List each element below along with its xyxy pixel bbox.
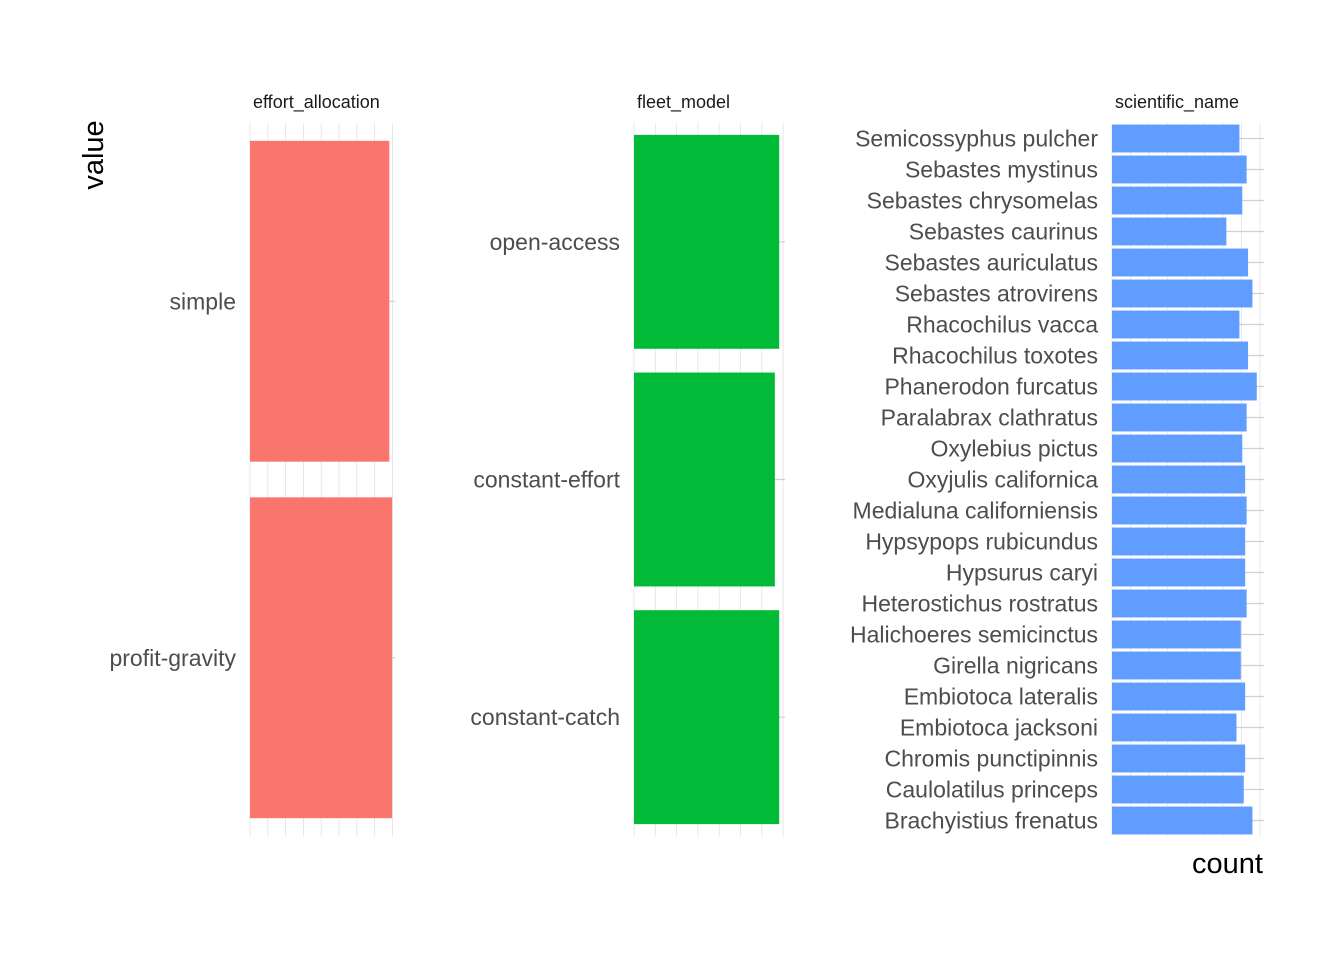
y-tick-label: Caulolatilus princeps xyxy=(886,777,1098,803)
y-tick-label: constant-effort xyxy=(473,467,620,493)
facet-strip-label: effort_allocation xyxy=(253,92,380,113)
bar xyxy=(1112,558,1246,587)
bar xyxy=(1112,496,1247,525)
bar xyxy=(1112,434,1243,463)
bar xyxy=(1112,775,1244,804)
bar xyxy=(1112,806,1253,835)
y-tick-label: profit-gravity xyxy=(109,645,236,671)
y-tick-label: Heterostichus rostratus xyxy=(862,591,1098,617)
facet-strip-label: fleet_model xyxy=(637,92,730,113)
bar xyxy=(1112,341,1249,370)
bar xyxy=(1112,248,1249,277)
bar xyxy=(1112,217,1227,246)
bar xyxy=(1112,372,1257,401)
bar xyxy=(1112,620,1241,649)
facet-strip-label: scientific_name xyxy=(1115,92,1239,113)
y-tick-label: Embiotoca lateralis xyxy=(904,684,1098,710)
bar xyxy=(1112,589,1247,618)
bar xyxy=(1112,651,1241,680)
bar xyxy=(634,610,780,825)
y-tick-label: Sebastes auriculatus xyxy=(884,250,1098,276)
y-tick-label: simple xyxy=(170,288,236,314)
x-axis-title: count xyxy=(1192,848,1263,880)
y-tick-label: Hypsurus caryi xyxy=(946,560,1098,586)
y-tick-label: Sebastes atrovirens xyxy=(895,281,1098,307)
bar xyxy=(1112,310,1240,339)
bar xyxy=(250,140,390,462)
y-tick-label: open-access xyxy=(490,229,620,255)
y-tick-label: Brachyistius frenatus xyxy=(885,808,1098,834)
y-tick-label: Girella nigricans xyxy=(933,653,1098,679)
y-tick-label: Rhacochilus vacca xyxy=(906,312,1098,338)
bar xyxy=(1112,465,1246,494)
y-tick-label: Halichoeres semicinctus xyxy=(850,622,1098,648)
y-tick-label: Chromis punctipinnis xyxy=(885,746,1098,772)
y-tick-label: Semicossyphus pulcher xyxy=(855,126,1098,152)
bar xyxy=(1112,279,1253,308)
y-tick-label: constant-catch xyxy=(470,704,620,730)
y-tick-label: Medialuna californiensis xyxy=(853,498,1098,524)
bar xyxy=(1112,682,1246,711)
y-tick-label: Hypsypops rubicundus xyxy=(865,529,1098,555)
y-tick-label: Embiotoca jacksoni xyxy=(900,715,1098,741)
y-tick-label: Sebastes chrysomelas xyxy=(867,188,1098,214)
bar xyxy=(1112,403,1247,432)
bar xyxy=(1112,713,1237,742)
bar xyxy=(634,134,780,349)
y-tick-label: Oxyjulis californica xyxy=(908,467,1099,493)
y-tick-label: Sebastes mystinus xyxy=(905,157,1098,183)
bar xyxy=(1112,527,1246,556)
y-tick-label: Sebastes caurinus xyxy=(909,219,1098,245)
bar xyxy=(1112,155,1247,184)
bar xyxy=(1112,186,1243,215)
bar xyxy=(250,497,393,819)
y-tick-label: Oxylebius pictus xyxy=(931,436,1098,462)
y-axis-title: value xyxy=(78,120,110,189)
bar xyxy=(1112,744,1246,773)
bar xyxy=(634,372,775,587)
bar xyxy=(1112,124,1240,153)
y-tick-label: Paralabrax clathratus xyxy=(881,405,1098,431)
y-tick-label: Phanerodon furcatus xyxy=(884,374,1098,400)
y-tick-label: Rhacochilus toxotes xyxy=(892,343,1098,369)
